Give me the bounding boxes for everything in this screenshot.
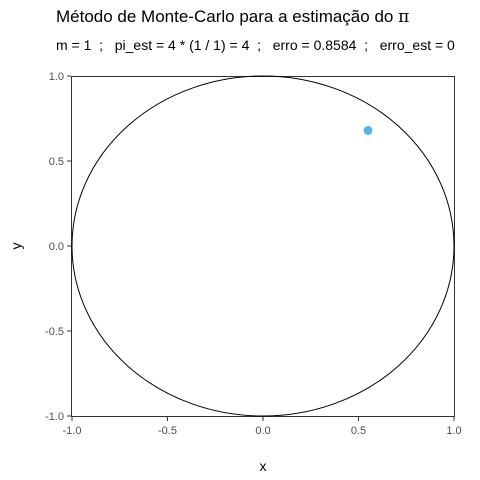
x-axis-ticks: -1.0 -0.5 0.0 0.5 1.0 — [63, 417, 462, 437]
y-tick-label: 0.0 — [49, 241, 64, 253]
chart-title-text: Método de Monte-Carlo para a estimação d… — [56, 7, 399, 26]
chart-title-pi-symbol: π — [398, 7, 410, 27]
x-tick-label: -0.5 — [158, 425, 177, 437]
y-tick-label: -1.0 — [45, 411, 64, 423]
x-axis-label: x — [260, 458, 267, 474]
y-axis-ticks: -1.0 -0.5 0.0 0.5 1.0 — [45, 71, 71, 423]
sample-point — [363, 125, 373, 135]
unit-circle — [71, 75, 455, 417]
y-axis-label: y — [8, 243, 24, 250]
y-tick-label: 0.5 — [49, 156, 64, 168]
y-tick-label: -0.5 — [45, 326, 64, 338]
y-tick-label: 1.0 — [49, 71, 64, 83]
x-tick-label: 0.5 — [351, 425, 366, 437]
x-tick-label: 0.0 — [255, 425, 270, 437]
chart-subtitle: m = 1 ; pi_est = 4 * (1 / 1) = 4 ; erro … — [56, 37, 455, 53]
x-tick-label: -1.0 — [63, 425, 82, 437]
x-tick-label: 1.0 — [446, 425, 461, 437]
chart-title: Método de Monte-Carlo para a estimação d… — [56, 7, 409, 27]
plot-panel-border — [71, 76, 455, 417]
sample-points — [363, 125, 373, 135]
